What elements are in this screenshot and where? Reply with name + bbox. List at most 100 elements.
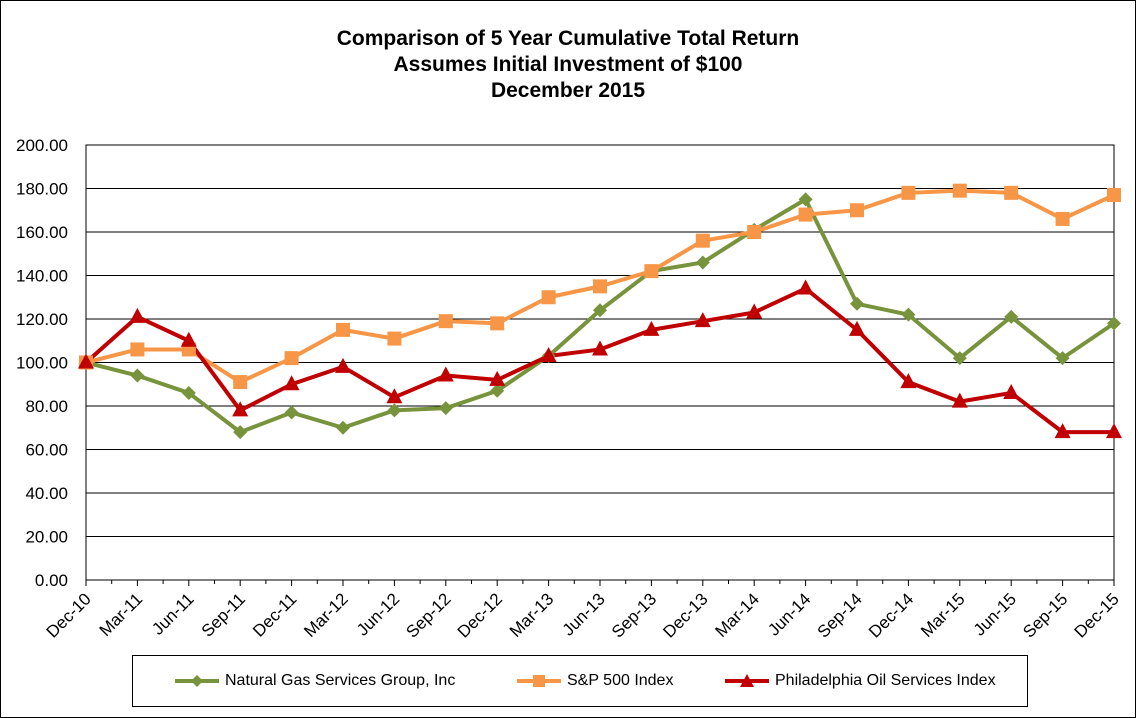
data-point-square [747,225,762,239]
data-point-square [798,207,813,222]
legend-square-marker-icon [517,675,561,687]
data-point-square [233,375,248,390]
data-point-square [130,342,145,357]
chart-title-line-2: Assumes Initial Investment of $100 [393,53,743,76]
data-point-triangle [437,366,454,382]
y-tick-label: 140.00 [16,267,68,286]
chart-title: Comparison of 5 Year Cumulative Total Re… [0,26,1136,104]
data-point-square [695,233,710,248]
x-tick-label: Sep-11 [198,589,249,640]
x-tick-label: Mar-15 [917,589,969,641]
data-point-triangle [283,375,300,391]
data-point-triangle [849,320,865,336]
legend-diamond-marker-icon [175,675,219,687]
data-point-diamond [798,192,813,207]
data-point-triangle [1003,383,1020,399]
x-tick-label: Sep-13 [608,589,660,641]
data-point-triangle [1054,423,1071,439]
y-tick-label: 100.00 [16,354,68,373]
y-tick-label: 180.00 [16,180,68,199]
data-point-triangle [180,331,197,347]
data-point-triangle [540,346,557,362]
data-point-triangle [232,401,249,417]
data-point-diamond [387,403,402,418]
data-point-square [1004,185,1019,200]
data-point-diamond [1004,309,1019,324]
data-point-diamond [593,303,607,318]
chart-legend: Natural Gas Services Group, Inc S&P 500 … [132,655,1028,707]
data-point-triangle [592,340,608,356]
data-point-square [1055,211,1070,226]
data-point-square [952,183,967,198]
data-point-square [336,322,350,337]
data-point-triangle [797,279,814,295]
data-point-square [644,264,659,279]
data-point-diamond [438,401,453,416]
data-point-triangle [129,307,146,323]
x-tick-label: Dec-13 [659,589,711,641]
y-tick-label: 160.00 [16,223,68,242]
x-tick-label: Jun-12 [353,589,403,639]
legend-label-sp500: S&P 500 Index [567,672,674,689]
data-point-diamond [130,368,145,383]
data-point-triangle [746,303,763,319]
data-point-square [541,290,556,305]
data-point-square [438,314,453,329]
data-point-square [901,185,916,200]
x-tick-label: Dec-11 [249,589,300,640]
data-point-diamond [284,405,299,420]
data-point-triangle [386,388,403,404]
data-point-diamond [901,307,916,322]
x-tick-label: Mar-12 [300,589,352,641]
y-tick-label: 60.00 [25,441,68,460]
data-point-triangle [951,392,968,408]
legend-triangle-marker-icon [725,674,769,687]
x-tick-label: Jun-11 [148,589,197,638]
x-tick-label: Sep-15 [1019,589,1071,641]
data-point-square [490,316,505,331]
x-tick-label: Dec-10 [43,589,95,641]
data-point-square [850,203,864,218]
legend-label-natural-gas: Natural Gas Services Group, Inc [225,672,456,689]
y-tick-label: 120.00 [16,310,68,329]
y-tick-label: 0.00 [35,571,68,590]
data-point-triangle [489,370,506,386]
data-point-square [593,279,607,294]
chart-title-line-3: December 2015 [490,79,646,102]
legend-item-philadelphia-oil: Philadelphia Oil Services Index [725,656,996,706]
x-tick-label: Mar-11 [96,589,147,640]
data-point-triangle [643,320,660,336]
data-point-diamond [952,351,967,366]
data-point-triangle [335,357,351,373]
data-point-diamond [181,385,196,400]
x-tick-label: Dec-15 [1071,589,1123,641]
y-tick-label: 40.00 [25,484,68,503]
data-point-triangle [78,353,94,369]
x-tick-label: Jun-14 [764,589,814,639]
data-point-diamond [850,296,864,311]
x-tick-label: Sep-12 [402,589,454,641]
data-point-square [284,351,299,366]
y-tick-label: 80.00 [25,397,68,416]
data-point-diamond [1055,351,1070,366]
x-tick-label: Sep-14 [814,589,866,641]
data-point-square [1107,188,1121,203]
y-tick-label: 200.00 [16,136,68,155]
x-tick-label: Mar-14 [712,589,764,641]
data-point-triangle [1106,423,1122,439]
data-point-diamond [695,255,710,270]
x-tick-label: Dec-14 [865,589,917,641]
data-point-triangle [900,373,917,389]
chart-title-line-1: Comparison of 5 Year Cumulative Total Re… [336,27,800,50]
x-tick-label: Jun-15 [970,589,1020,639]
legend-item-sp500: S&P 500 Index [517,656,673,706]
x-tick-label: Dec-12 [454,589,506,641]
y-tick-label: 20.00 [25,528,68,547]
data-point-diamond [1107,316,1121,331]
data-point-diamond [336,420,350,435]
data-point-triangle [694,312,711,328]
x-tick-label: Jun-13 [559,589,609,639]
data-point-square [387,331,402,346]
